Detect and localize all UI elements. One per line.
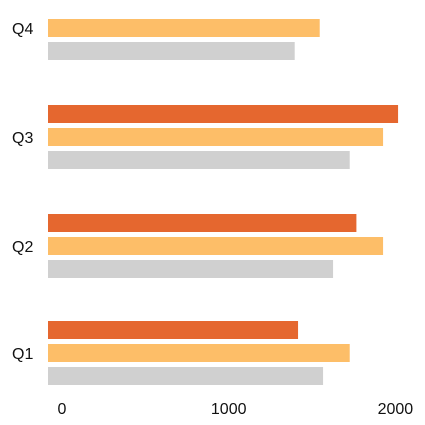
bar-q3-series-1: [48, 105, 399, 123]
bar-q4-series-2: [48, 19, 320, 37]
category-label-q3: Q3: [12, 130, 33, 147]
bar-q1-series-2: [48, 344, 350, 362]
x-tick-label-2000: 2000: [378, 401, 414, 418]
x-axis-ticks: 0 1000 2000: [58, 401, 414, 418]
x-tick-label-0: 0: [58, 401, 67, 418]
bar-q3-series-2: [48, 128, 384, 146]
bar-q3-series-3: [48, 151, 350, 169]
bar-q2-series-1: [48, 214, 357, 232]
bar-q2-series-3: [48, 260, 334, 278]
bar-q4-series-3: [48, 42, 295, 60]
category-label-q4: Q4: [12, 21, 33, 38]
category-labels: Q1 Q2 Q3 Q4: [12, 21, 33, 363]
category-label-q2: Q2: [12, 239, 33, 256]
bar-q1-series-3: [48, 367, 324, 385]
category-label-q1: Q1: [12, 346, 33, 363]
x-tick-label-1000: 1000: [211, 401, 247, 418]
bar-q2-series-2: [48, 237, 384, 255]
bars-layer: [48, 19, 399, 385]
bar-q1-series-1: [48, 321, 299, 339]
